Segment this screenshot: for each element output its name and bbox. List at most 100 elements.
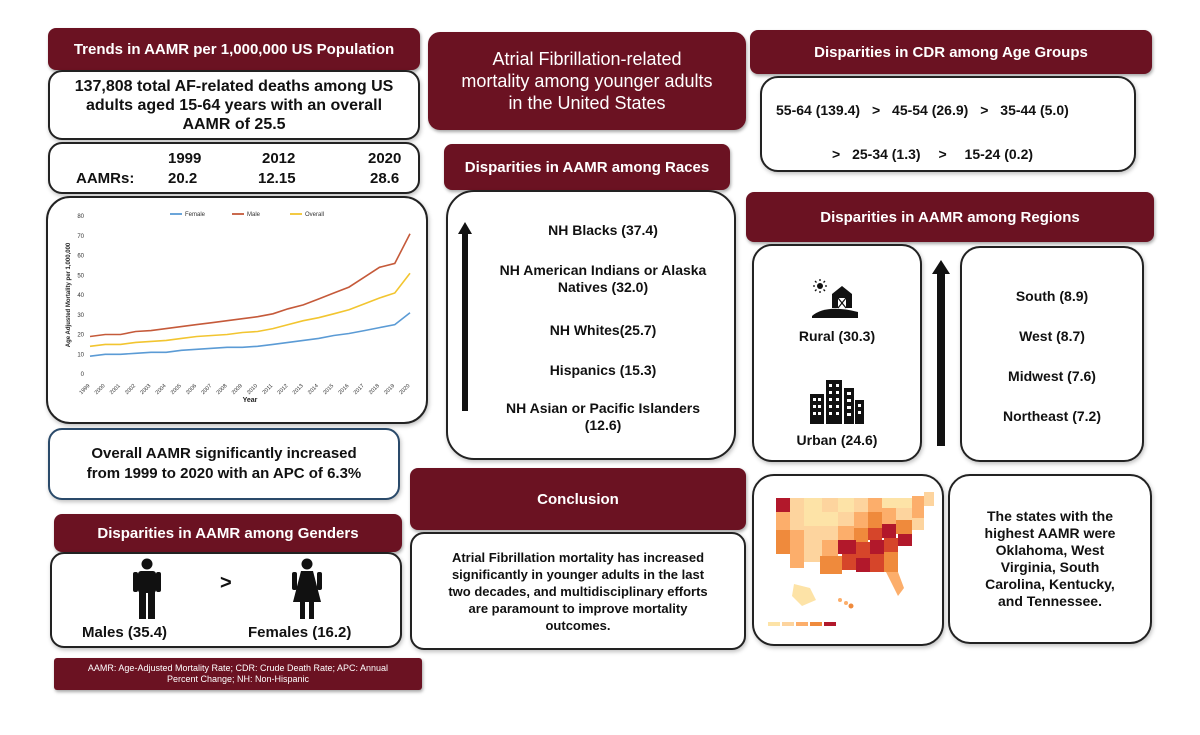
age-group-45-54: 45-54 (26.9): [892, 102, 969, 118]
states-box: The states with the highest AAMR were Ok…: [948, 474, 1152, 644]
alaska-shape: [792, 584, 816, 606]
trends-summary-line-2: adults aged 15-64 years with an overall: [85, 96, 383, 114]
states-line-3: Oklahoma, West: [995, 542, 1105, 558]
legend-label-male: Male: [247, 212, 261, 218]
region-south: South (8.9): [1015, 288, 1089, 304]
x-tick-label: 2018: [368, 383, 381, 396]
conclusion-box: Atrial Fibrillation mortality has increa…: [410, 532, 746, 650]
x-tick-label: 1999: [79, 383, 92, 396]
x-tick-label: 2019: [383, 383, 396, 396]
y-tick-label: 40: [77, 293, 84, 299]
race-item-nh-whites: NH Whites(25.7): [549, 322, 657, 338]
y-tick-label: 50: [77, 273, 84, 279]
year-2020: 2020: [368, 150, 402, 167]
age-group-25-34: 25-34 (1.3): [852, 146, 921, 162]
trends-summary-box: 137,808 total AF-related deaths among US…: [48, 70, 420, 140]
year-2012: 2012: [262, 150, 296, 167]
genders-box: > Males (35.4) Females (16.2): [50, 552, 402, 648]
races-box: NH Blacks (37.4) NH American Indians or …: [446, 190, 736, 460]
rural-label: Rural (30.3): [798, 328, 876, 344]
x-tick-label: 2007: [200, 383, 213, 396]
apc-line-2: from 1999 to 2020 with an APC of 6.3%: [86, 465, 362, 482]
x-tick-label: 2008: [216, 383, 229, 396]
trends-summary-line-1: 137,808 total AF-related deaths among US: [74, 77, 394, 95]
main-title: Atrial Fibrillation-related mortality am…: [428, 32, 746, 130]
x-axis-label: Year: [243, 397, 258, 404]
conclusion-line-1: Atrial Fibrillation mortality has increa…: [451, 549, 705, 565]
us-map-box: [752, 474, 944, 646]
region-northeast: Northeast (7.2): [1002, 408, 1102, 424]
age-group-15-24: 15-24 (0.2): [964, 146, 1034, 162]
legend-label-female: Female: [185, 212, 206, 218]
x-tick-label: 2013: [292, 383, 305, 396]
conclusion-line-4: are paramount to improve mortality: [468, 600, 688, 616]
x-tick-label: 2006: [185, 383, 198, 396]
apc-box: Overall AAMR significantly increased fro…: [48, 428, 400, 500]
x-tick-label: 2002: [124, 383, 137, 396]
age-row-2: > 25-34 (1.3) > 15-24 (0.2): [832, 146, 1033, 162]
rural-farm-icon: [812, 279, 858, 318]
x-tick-label: 2020: [399, 383, 412, 396]
trends-summary-line-3: AAMR of 25.5: [182, 115, 286, 133]
states-line-5: Carolina, Kentucky,: [985, 576, 1115, 592]
map-legend: [768, 622, 836, 626]
age-header: Disparities in CDR among Age Groups: [750, 30, 1152, 74]
x-tick-label: 2017: [353, 383, 366, 396]
footnote-line-1: AAMR: Age-Adjusted Mortality Rate; CDR: …: [87, 663, 389, 673]
female-icon: [292, 558, 322, 619]
conclusion-header: Conclusion: [410, 468, 746, 530]
states-line-2: highest AAMR were: [984, 525, 1116, 541]
census-regions-box: South (8.9) West (8.7) Midwest (7.6) Nor…: [960, 246, 1144, 462]
age-gt-4: >: [938, 146, 947, 162]
trend-chart-box: 0 10 20 30 40 50 60 70 80 1999 2000 2001 2002 2003 200…: [46, 196, 428, 424]
conclusion-line-3: two decades, and multidisciplinary effor…: [448, 583, 708, 599]
urban-buildings-icon: [810, 380, 864, 424]
x-tick-label: 2000: [94, 383, 107, 396]
trends-header: Trends in AAMR per 1,000,000 US Populati…: [48, 28, 420, 70]
y-tick-label: 80: [77, 214, 84, 220]
x-tick-label: 2004: [155, 383, 168, 396]
race-item-nh-blacks: NH Blacks (37.4): [548, 222, 658, 238]
year-1999: 1999: [168, 150, 202, 167]
series-line-female: [89, 312, 411, 357]
age-group-55-64: 55-64 (139.4): [776, 102, 861, 118]
aamr-years-box: 1999 2012 2020 AAMRs: 20.2 12.15 28.6: [48, 142, 420, 194]
footnote: AAMR: Age-Adjusted Mortality Rate; CDR: …: [54, 658, 422, 690]
series-line-male: [89, 233, 411, 338]
race-item-nh-asian: NH Asian or Pacific Islanders (12.6): [506, 400, 700, 433]
rural-urban-box: Rural (30.3) Urban (24.6): [752, 244, 922, 462]
y-tick-label: 60: [77, 254, 84, 260]
footnote-line-2: Percent Change; NH: Non-Hispanic: [166, 674, 310, 684]
region-midwest: Midwest (7.6): [1008, 368, 1096, 384]
x-tick-label: 2010: [246, 383, 259, 396]
states-line-1: The states with the: [986, 508, 1114, 524]
x-tick-label: 2009: [231, 383, 244, 396]
females-label: Females (16.2): [248, 624, 352, 641]
age-gt-2: >: [980, 102, 989, 118]
age-row-1: 55-64 (139.4) > 45-54 (26.9) > 35-44 (5.…: [776, 102, 1069, 118]
males-label: Males (35.4): [82, 624, 168, 641]
y-tick-label: 70: [77, 234, 84, 240]
aamrs-label: AAMRs:: [76, 170, 135, 187]
regions-up-arrow-icon: [932, 260, 950, 446]
series-line-overall: [89, 272, 411, 348]
apc-line-1: Overall AAMR significantly increased: [91, 445, 357, 462]
conclusion-line-2: significantly in younger adults in the l…: [451, 566, 705, 582]
main-title-line-2: mortality among younger adults: [461, 71, 713, 91]
x-tick-label: 2015: [322, 383, 335, 396]
aamr-2020: 28.6: [370, 170, 400, 187]
us-map-states: [776, 492, 934, 596]
y-tick-label: 20: [77, 333, 84, 339]
x-tick-label: 2014: [307, 383, 320, 396]
y-tick-label: 30: [77, 313, 84, 319]
main-title-line-3: in the United States: [508, 93, 666, 113]
aamr-2012: 12.15: [258, 170, 296, 187]
y-tick-label: 0: [81, 372, 85, 378]
urban-label: Urban (24.6): [796, 432, 878, 448]
states-line-4: Virginia, South: [1000, 559, 1100, 575]
age-gt-1: >: [871, 102, 881, 118]
races-header: Disparities in AAMR among Races: [444, 144, 730, 190]
conclusion-line-5: outcomes.: [545, 617, 611, 633]
regions-header: Disparities in AAMR among Regions: [746, 192, 1154, 242]
